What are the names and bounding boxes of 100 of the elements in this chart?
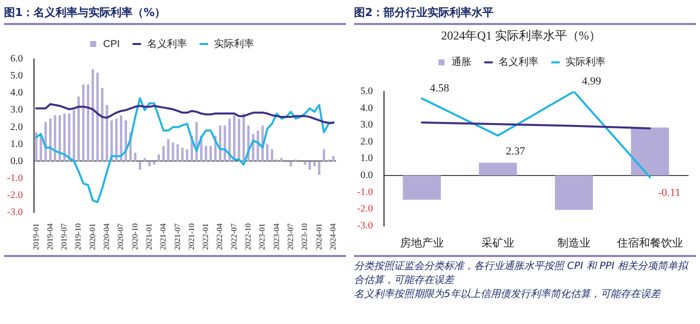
bar: [152, 161, 156, 165]
bar: [290, 161, 292, 166]
legend-label: 通胀: [452, 56, 472, 68]
bar: [210, 146, 212, 162]
bar: [224, 125, 226, 162]
bar: [82, 84, 85, 162]
x-tick-label: 房地产业: [400, 236, 444, 250]
y-tick-label: -3.0: [6, 206, 23, 218]
y-tick-label: 0.0: [10, 156, 23, 167]
x-tick-label: 2024-04: [328, 223, 338, 250]
bar: [186, 149, 188, 162]
x-tick-label: 2020-01: [88, 223, 97, 250]
bar: [40, 136, 42, 162]
bar: [134, 152, 136, 162]
bar: [218, 125, 222, 162]
y-tick-label: 4.0: [10, 88, 23, 99]
x-tick-label: 2022-07: [229, 223, 238, 250]
chart-title: 图2：部分行业实际利率水平: [354, 2, 696, 25]
x-tick-label: 2024-01: [314, 223, 324, 250]
bar: [124, 120, 127, 162]
x-tick-label: 2020-04: [102, 223, 112, 250]
bar: [115, 118, 118, 162]
x-tick-label: 制造业: [557, 236, 590, 250]
bar: [49, 118, 52, 162]
bar: [148, 161, 151, 166]
data-label: 4.99: [582, 75, 602, 88]
bar: [332, 156, 335, 162]
y-tick-label: 1.0: [360, 153, 373, 164]
bar: [181, 148, 184, 162]
x-tick-label: 2021-07: [172, 223, 182, 250]
y-tick-label: 5.0: [360, 86, 373, 98]
bar: [143, 158, 146, 162]
bar: [256, 130, 260, 162]
bar: [554, 175, 593, 210]
y-tick-label: -1.0: [6, 172, 23, 184]
x-tick-label: 2022-04: [215, 223, 224, 250]
x-tick-label: 2022-01: [201, 223, 210, 250]
x-tick-label: 采矿业: [481, 236, 514, 250]
x-tick-label: 2023-10: [300, 223, 310, 250]
y-tick-label: 0.0: [360, 170, 373, 182]
text: 名义利率按照期限为5年以上信用债发行利率简化估算，可能存在误差: [354, 288, 662, 302]
bar: [77, 96, 80, 162]
bar: [167, 139, 170, 162]
x-tick-label: 2019-04: [45, 223, 54, 250]
bar: [176, 144, 179, 162]
data-label: 2.37: [506, 145, 526, 158]
legend-label: 名义利率: [146, 38, 187, 50]
x-tick-label: 2023-01: [258, 223, 267, 250]
bar: [402, 175, 441, 200]
bar: [120, 115, 122, 162]
x-tick-label: 住宿和餐饮业: [616, 236, 683, 250]
bar: [68, 114, 70, 162]
y-tick-label: 5.0: [10, 70, 23, 82]
y-tick-label: 1.0: [10, 138, 23, 150]
y-tick-label: 2.0: [360, 136, 373, 148]
y-tick-label: -2.0: [356, 204, 373, 215]
bar: [44, 122, 47, 162]
x-tick-label: 2020-10: [130, 223, 140, 250]
bar: [313, 161, 316, 166]
legend-label: CPI: [103, 38, 120, 50]
data-label: 4.58: [430, 82, 450, 94]
y-tick-label: -2.0: [6, 190, 23, 201]
chart-title: 图1：名义利率与实际利率（%）: [4, 2, 346, 25]
x-tick-label: 2022-10: [244, 223, 253, 250]
y-tick-label: 6.0: [10, 54, 23, 65]
bar: [233, 115, 236, 162]
x-tick-label: 2023-04: [272, 223, 281, 250]
x-tick-label: 2021-10: [186, 223, 196, 250]
bar: [308, 161, 311, 170]
y-tick-label: 2.0: [10, 122, 23, 133]
bar: [478, 162, 517, 176]
y-tick-label: 4.0: [360, 102, 373, 114]
data-label: -0.11: [658, 187, 680, 200]
bar: [228, 118, 231, 162]
y-tick-label: -1.0: [356, 186, 373, 198]
legend-label: 名义利率: [498, 56, 538, 68]
x-tick-label: 2019-10: [74, 223, 83, 250]
x-tick-label: 2020-07: [116, 223, 126, 250]
x-tick-label: 2023-07: [286, 223, 295, 250]
x-tick-label: 2021-04: [158, 223, 168, 250]
bar: [158, 154, 160, 162]
x-tick-label: 2019-07: [60, 223, 69, 250]
bar: [92, 69, 94, 162]
y-tick-label: 3.0: [10, 104, 23, 116]
bar: [322, 149, 326, 162]
bar: [72, 110, 76, 162]
bar: [58, 115, 61, 162]
bar: [35, 132, 38, 162]
y-tick-label: -3.0: [356, 220, 373, 232]
bar: [101, 88, 104, 162]
chart-subtitle: 2024年Q1 实际利率水平（%）: [441, 28, 601, 42]
bar: [630, 128, 669, 176]
legend-label: 实际利率: [214, 38, 254, 50]
bar: [86, 84, 90, 162]
bar: [318, 161, 320, 175]
y-tick-label: 3.0: [360, 120, 373, 131]
bar: [242, 114, 245, 162]
legend-label: 实际利率: [566, 56, 606, 68]
x-tick-label: 2019-01: [31, 223, 40, 250]
x-tick-label: 2021-01: [144, 223, 154, 250]
